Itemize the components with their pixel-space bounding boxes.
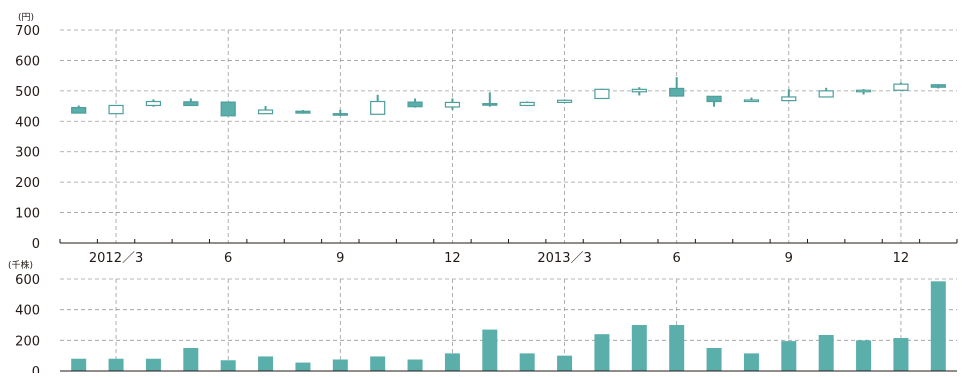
price-unit-label: (円) <box>18 12 34 23</box>
volume-unit-label: (千株) <box>8 259 33 271</box>
candle-body <box>669 87 685 97</box>
volume-bar <box>706 348 722 371</box>
volume-y-tick-label: 600 <box>15 273 40 288</box>
price-y-tick-label: 300 <box>15 146 40 161</box>
candle-body <box>444 101 461 108</box>
candle-body <box>519 101 535 107</box>
volume-bar <box>108 358 124 371</box>
candle-body <box>482 103 498 106</box>
volume-bar <box>332 359 348 371</box>
volume-bar <box>183 348 199 371</box>
candle-body <box>257 109 274 115</box>
candle-body <box>706 95 722 103</box>
volume-bar <box>482 329 498 371</box>
candle-body <box>818 90 834 98</box>
candle-body <box>556 99 573 104</box>
price-y-tick-label: 400 <box>15 115 40 130</box>
price-x-tick-label: 9 <box>785 251 793 266</box>
candle-body <box>930 84 946 88</box>
candle-body <box>631 88 647 93</box>
volume-bar <box>295 362 311 371</box>
volume-bar <box>370 356 386 371</box>
candle-body <box>743 99 760 103</box>
volume-y-tick-label: 400 <box>15 304 40 319</box>
candle-body <box>855 89 872 93</box>
volume-bar <box>444 353 460 371</box>
price-y-tick-label: 600 <box>15 54 40 69</box>
price-y-tick-label: 700 <box>15 24 40 39</box>
volume-bar <box>930 281 946 371</box>
candle-body <box>893 83 909 91</box>
volume-bar <box>594 334 610 371</box>
candle-body <box>145 100 162 107</box>
price-y-tick-label: 0 <box>32 237 40 252</box>
candle-body <box>108 104 124 115</box>
price-x-tick-label: 2012／3 <box>89 251 143 266</box>
price-x-tick-label: 12 <box>893 251 910 266</box>
volume-bar <box>856 340 872 371</box>
volume-bar <box>818 334 834 371</box>
volume-bar <box>669 325 685 371</box>
price-y-tick-label: 500 <box>15 85 40 100</box>
candle-body <box>183 101 199 107</box>
volume-y-tick-label: 0 <box>32 365 40 373</box>
volume-bar <box>557 355 573 371</box>
price-x-tick-label: 6 <box>224 251 232 266</box>
candle-body <box>220 101 236 117</box>
volume-bar <box>519 353 535 371</box>
volume-bar <box>258 356 274 371</box>
price-y-tick-label: 200 <box>15 176 40 191</box>
candle-body <box>407 101 423 108</box>
volume-y-tick-label: 200 <box>15 334 40 349</box>
volume-bar <box>220 360 236 371</box>
volume-bar <box>631 325 647 371</box>
volume-bar <box>71 358 87 371</box>
candle-body <box>594 88 610 100</box>
price-x-tick-label: 2013／3 <box>537 251 591 266</box>
candle-body <box>295 110 311 114</box>
price-y-tick-label: 100 <box>15 207 40 222</box>
price-x-tick-label: 12 <box>444 251 461 266</box>
price-x-tick-label: 6 <box>673 251 681 266</box>
volume-bar <box>893 338 909 371</box>
volume-bar <box>145 358 161 371</box>
candle-body <box>781 96 797 102</box>
volume-bar <box>407 359 423 371</box>
candle-body <box>71 106 87 114</box>
candle-body <box>332 113 348 116</box>
volume-bar <box>743 353 759 371</box>
volume-bar <box>781 341 797 371</box>
candle-body <box>370 100 386 115</box>
price-x-tick-label: 9 <box>336 251 344 266</box>
